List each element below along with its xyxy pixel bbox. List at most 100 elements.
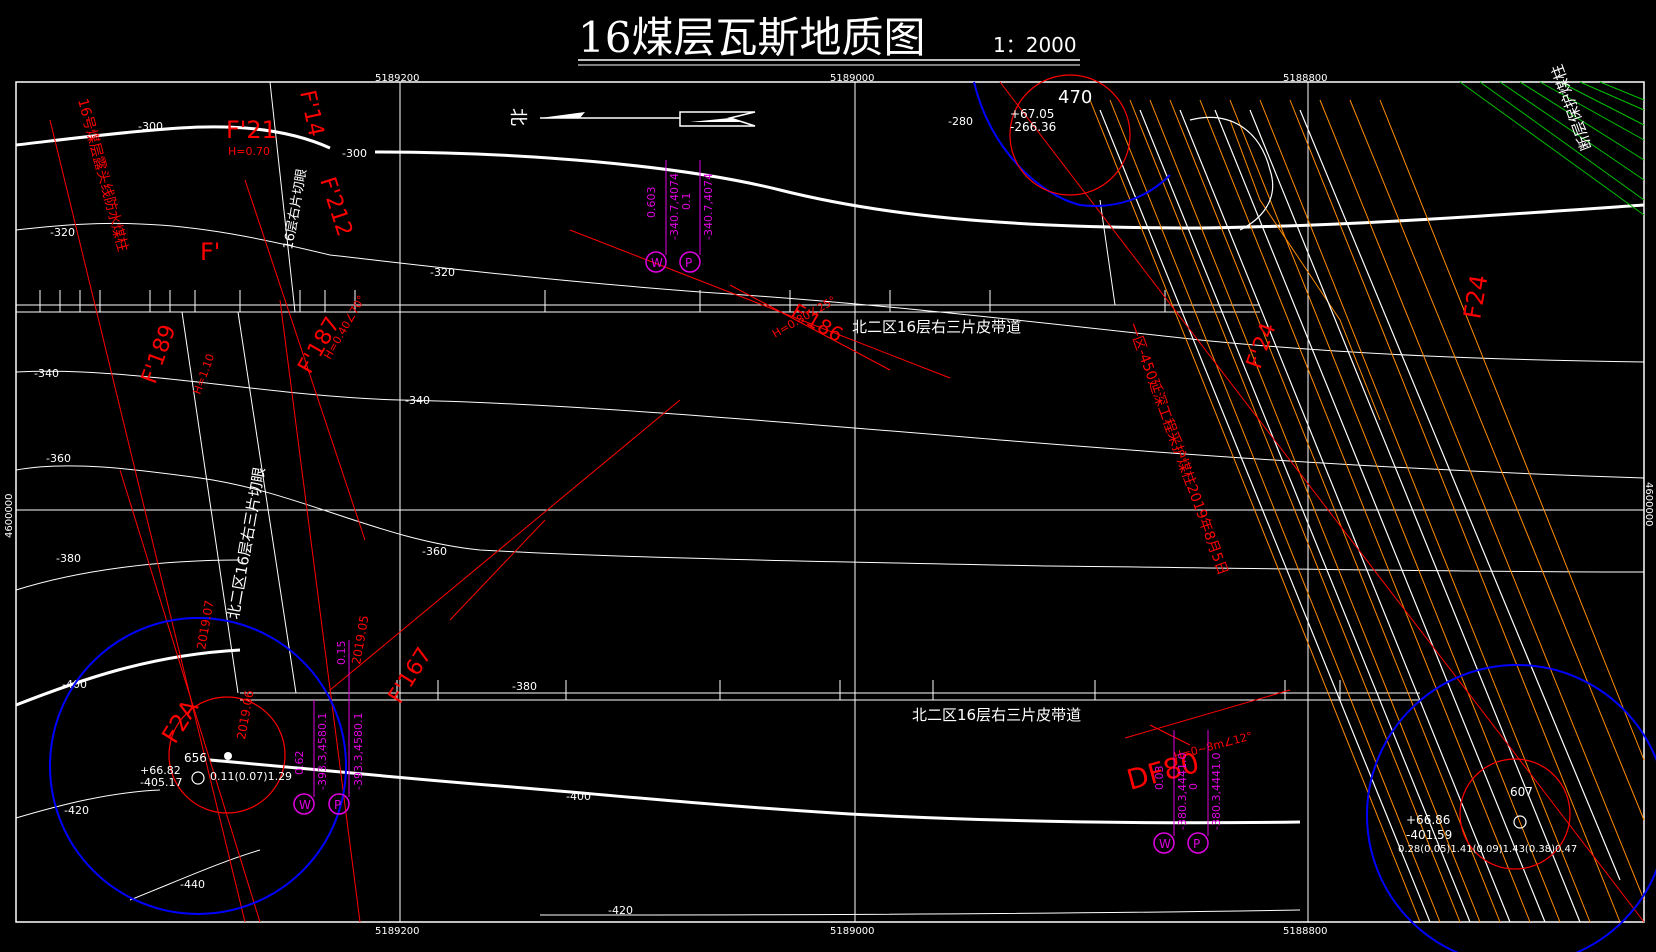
borehole-data: 0.28(0.05)1.41(0.09)1.43(0.38)0.47 [1398, 844, 1577, 855]
sample-w-sub: -340.7,4074 [668, 173, 681, 240]
fault-label-f14: F'14 [294, 88, 328, 139]
title-svg: 16煤层瓦斯地质图 1：2000 [578, 13, 1080, 66]
contour-label: -420 [608, 904, 633, 917]
borehole-number: 656 [184, 751, 207, 765]
title-block: 16煤层瓦斯地质图 1：2000 [0, 0, 1656, 70]
contour-label: -300 [342, 147, 367, 160]
grid-label-bottom-1: 5189200 [375, 926, 420, 937]
sample-group-2: W P 0.62 -393.3,4580.1 0.15 -393.3,4580.… [293, 640, 365, 815]
grid-label-right: 4600000 [1643, 482, 1654, 527]
contour-label: -380 [56, 552, 81, 565]
borehole-icon [1513, 815, 1527, 829]
protection-hatch [1459, 81, 1645, 216]
survey-ticks [39, 290, 1341, 700]
borehole-icon [191, 771, 205, 785]
sample-p-sub: -340.7,4074 [702, 173, 715, 240]
fault-labels: F'21 F'14 F'212 F' F'189 F'187 F'186 F'1… [137, 88, 1493, 797]
sample-w-value: 0.603 [645, 187, 658, 219]
roadway-lines [16, 81, 1420, 701]
fault-param: H=0.70 [228, 145, 270, 158]
roadway-label-cut: 北二区16层右三片切眼 [224, 466, 268, 621]
fault-label-f189: F'189 [137, 321, 181, 387]
borehole-number: 470 [1058, 87, 1092, 108]
contour-labels: -280 -300 -300 -320 -320 -340 -340 -360 … [34, 115, 973, 917]
contour-label: -380 [512, 680, 537, 693]
mine-workings-white [1099, 109, 1621, 923]
borehole-marker-icon [224, 752, 232, 760]
borehole-depth: -401.59 [1406, 828, 1452, 842]
borehole-elevation: +66.86 [1406, 813, 1450, 827]
date-label: 2019.07 [194, 599, 216, 650]
grid-label-bottom-3: 5188800 [1283, 926, 1328, 937]
sample-w-label: W [299, 798, 311, 812]
borehole-607: 607 +66.86 -401.59 0.28(0.05)1.41(0.09)1… [1398, 785, 1577, 855]
sample-p-label: P [334, 798, 341, 812]
contour-label: -360 [422, 545, 447, 558]
fault-lines [49, 81, 1645, 923]
contour-label: -440 [180, 878, 205, 891]
date-label: 2019.06 [234, 689, 256, 740]
contour-label: -300 [138, 120, 163, 133]
contour-label: -360 [46, 452, 71, 465]
sample-w-value: 0.03 [1153, 766, 1166, 791]
sample-p-sub: -380.3,4441.0 [1210, 753, 1223, 830]
borehole-470: 470 +67.05 -266.36 [1010, 87, 1092, 134]
borehole-depth: -405.17 [140, 776, 182, 789]
borehole-rings [168, 74, 1571, 870]
borehole-number: 607 [1510, 785, 1533, 799]
sample-p-value: 0.15 [335, 641, 348, 666]
contour-label: -340 [405, 394, 430, 407]
sample-w-label: W [1159, 837, 1171, 851]
roadway-label-lower: 北二区16层右三片皮带道 [912, 706, 1081, 724]
contour-lines [15, 125, 1645, 916]
map-scale: 1：2000 [993, 33, 1077, 57]
fault-param: H=1.10 [191, 352, 218, 396]
grid-label-top-2: 5189000 [830, 73, 875, 84]
borehole-elevation: +66.82 [140, 764, 181, 777]
contour-label: -400 [566, 790, 591, 803]
influence-circles [49, 81, 1656, 952]
roadway-label-upper: 北二区16层右三片皮带道 [852, 318, 1021, 336]
north-arrow: 北 [507, 108, 756, 127]
mine-workings [1089, 99, 1645, 923]
sample-w-value: 0.62 [293, 751, 306, 776]
fault-label-f167: F'167 [384, 643, 437, 708]
sample-p-label: P [1193, 837, 1200, 851]
borehole-elevation: +67.05 [1010, 107, 1054, 121]
contour-label: -420 [64, 804, 89, 817]
contour-label: -320 [430, 266, 455, 279]
fault-label-f2a: F2A [156, 694, 204, 748]
grid-label-top-3: 5188800 [1283, 73, 1328, 84]
grid-label-top-1: 5189200 [375, 73, 420, 84]
protection-note: 断层保护煤柱 [1548, 62, 1596, 153]
borehole-depth: -266.36 [1010, 120, 1056, 134]
grid-label-bottom-2: 5189000 [830, 926, 875, 937]
sample-group-1: W P 0.603 -340.7,4074 0.1 -340.7,4074 [645, 160, 715, 273]
contour-label: -280 [948, 115, 973, 128]
sample-p-value: 0.1 [680, 193, 693, 211]
fault-params: H=0.70 H=1.10 H=0.40∠70° H=0.80∠25° H=0~… [191, 145, 1254, 763]
fault-label-f212: F'212 [314, 174, 357, 239]
sample-group-3: W P 0.03 -380.3,4441.0 0 -380.3,4441.0 [1153, 730, 1223, 854]
roadway-label-cut-partial: 16层右片切眼 [281, 168, 310, 251]
sample-p-value: 0 [1187, 783, 1200, 790]
left-boundary-note: 16号煤层露头线防水煤柱 [74, 97, 130, 254]
sample-w-label: W [651, 256, 663, 270]
grid-label-left: 4600000 [4, 493, 15, 538]
mid-line-note: 一区-450延深工程采护煤柱2019年8月5日 [1124, 321, 1230, 578]
borehole-656: 656 +66.82 -405.17 0.11(0.07)1.29 [140, 751, 292, 789]
fault-label-f21: F'21 [226, 116, 277, 144]
borehole-data: 0.11(0.07)1.29 [210, 770, 292, 783]
sample-p-label: P [685, 256, 692, 270]
map-frame [15, 81, 1645, 923]
sample-w-sub: -380.3,4441.0 [1176, 753, 1189, 830]
contour-label: -320 [50, 226, 75, 239]
sample-p-sub: -393.3,4580.1 [352, 713, 365, 790]
fault-label-f: F' [200, 238, 220, 266]
north-label: 北 [507, 108, 528, 126]
fault-label-f24: F24 [1458, 273, 1493, 322]
map-title: 16煤层瓦斯地质图 [578, 13, 925, 62]
contour-label: -340 [34, 367, 59, 380]
sample-w-sub: -393.3,4580.1 [316, 713, 329, 790]
